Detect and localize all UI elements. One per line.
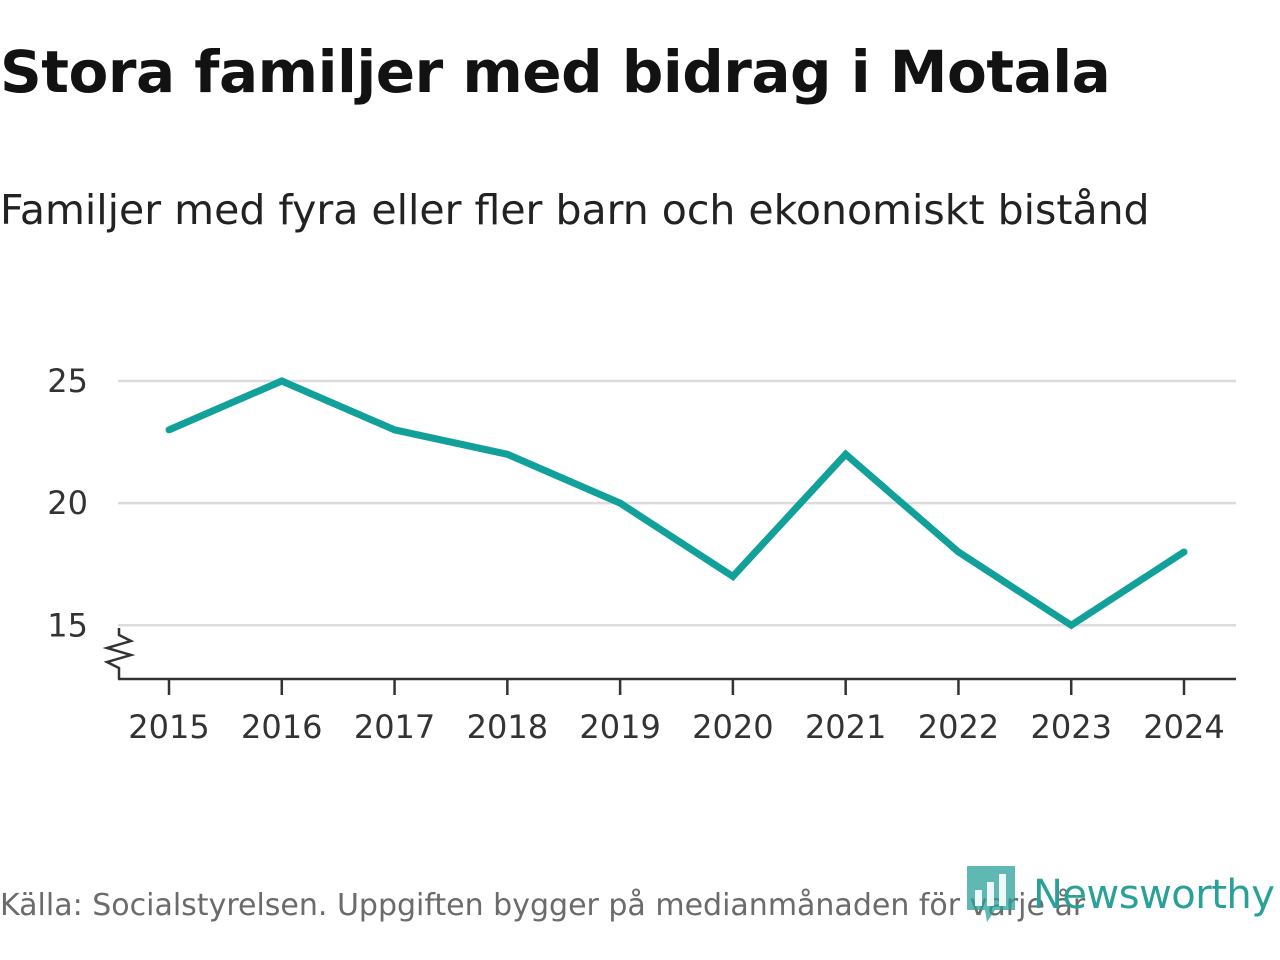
x-tick-label: 2018 [467, 708, 548, 746]
series [165, 377, 1188, 630]
data-point [1067, 621, 1075, 629]
x-tick-label: 2020 [692, 708, 773, 746]
y-tick-label: 15 [47, 606, 88, 644]
chart-title: Stora familjer med bidrag i Motala [0, 38, 1111, 106]
x-tick-label: 2015 [128, 708, 209, 746]
newsworthy-logo[interactable]: Newsworthy [965, 864, 1275, 926]
y-tick-label: 20 [47, 484, 88, 522]
data-point [391, 426, 399, 434]
gridlines [118, 379, 1236, 627]
series-line [167, 377, 1186, 630]
x-axis-ticks: 2015 2016 2017 2018 2019 2020 2021 2022 2023 2024 [128, 679, 1225, 746]
x-tick-label: 2019 [579, 708, 660, 746]
y-tick-label: 25 [47, 362, 88, 400]
source-note: Källa: Socialstyrelsen. Uppgiften bygger… [0, 888, 1086, 923]
x-tick-label: 2022 [918, 708, 999, 746]
newsworthy-logo-icon [967, 866, 1015, 922]
axis-break-mark [102, 628, 136, 679]
data-point [616, 499, 624, 507]
x-tick-label: 2021 [805, 708, 886, 746]
data-point [1180, 548, 1188, 556]
data-point [278, 377, 286, 385]
y-axis-ticks: 15 20 25 [47, 362, 88, 644]
data-point [954, 548, 962, 556]
x-tick-label: 2017 [354, 708, 435, 746]
x-tick-label: 2023 [1031, 708, 1112, 746]
newsworthy-logo-text: Newsworthy [1033, 872, 1275, 918]
x-axis [102, 628, 1236, 681]
chart-subtitle: Familjer med fyra eller fler barn och ek… [0, 186, 1150, 234]
data-point [165, 426, 173, 434]
x-tick-label: 2016 [241, 708, 322, 746]
data-point [729, 572, 737, 580]
x-tick-label: 2024 [1143, 708, 1224, 746]
data-point [842, 450, 850, 458]
data-point [503, 450, 511, 458]
